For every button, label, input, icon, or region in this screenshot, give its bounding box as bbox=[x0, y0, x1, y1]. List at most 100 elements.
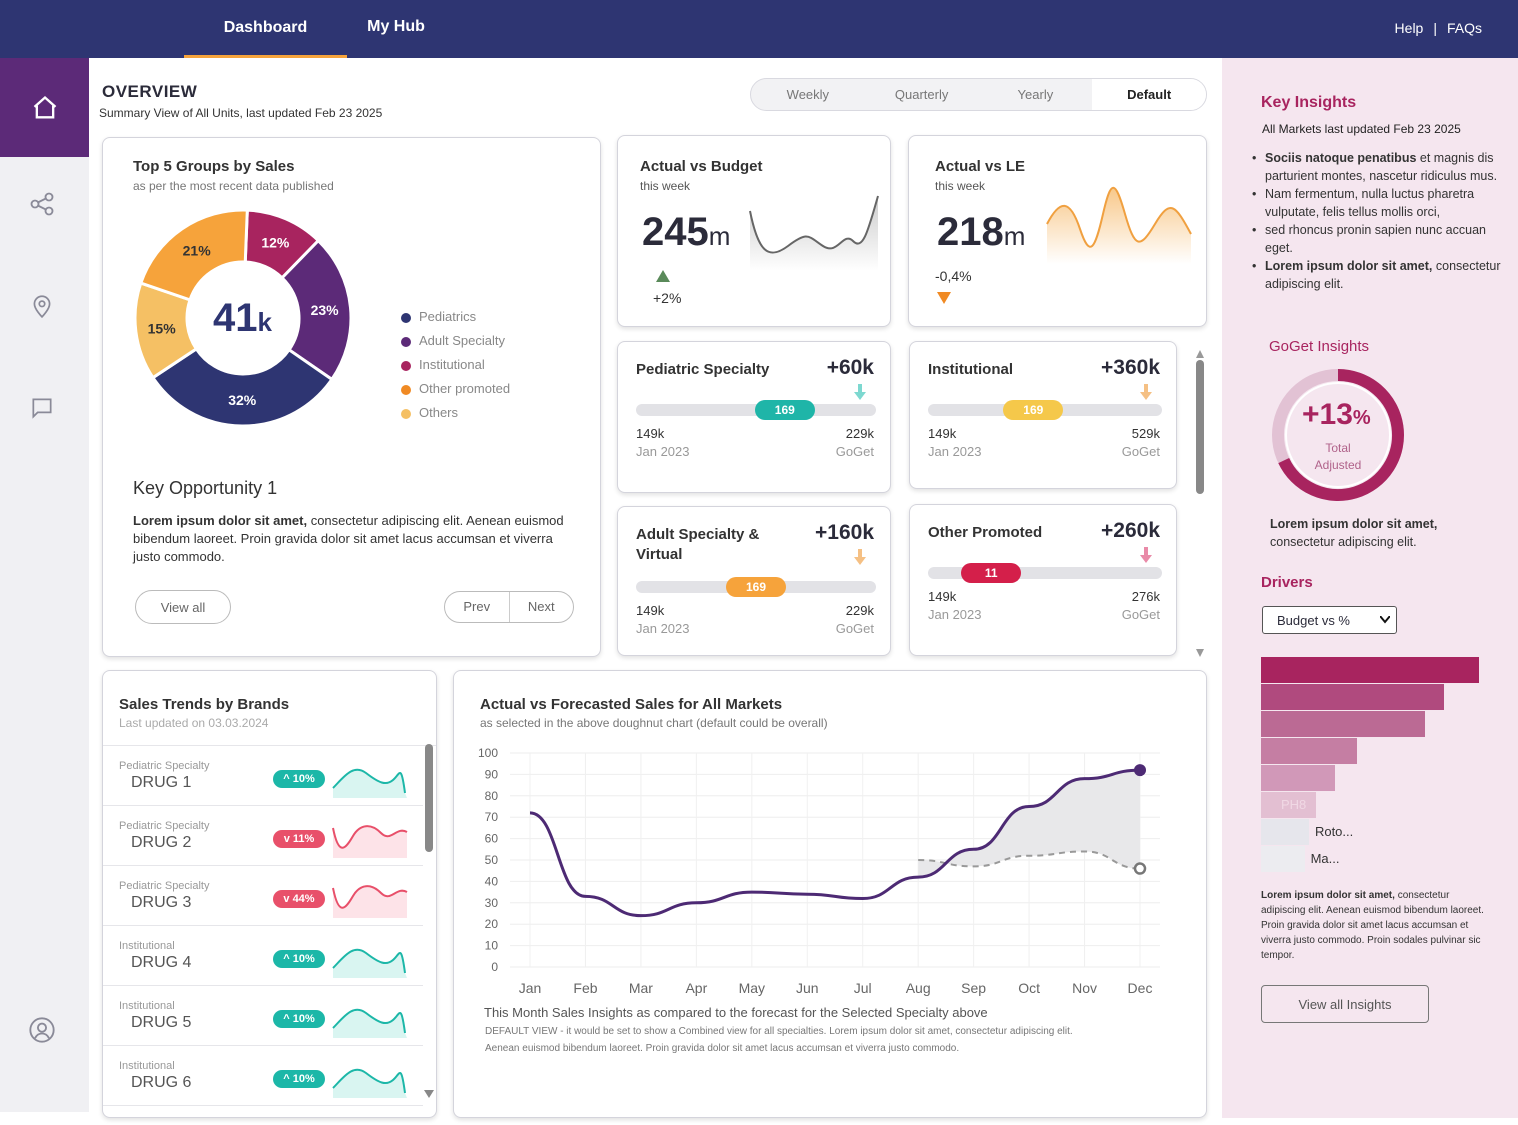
driver-bar[interactable]: Ma... bbox=[1261, 846, 1340, 872]
tab-dashboard[interactable]: Dashboard bbox=[184, 0, 347, 58]
tab-my-hub[interactable]: My Hub bbox=[367, 18, 425, 35]
actual-vs-budget-card[interactable]: Actual vs Budget this week 245m +2% bbox=[617, 135, 891, 327]
nav-messages[interactable] bbox=[26, 392, 58, 424]
donut-slice[interactable] bbox=[150, 346, 334, 428]
x-tick-label: Dec bbox=[1128, 980, 1153, 996]
help-link[interactable]: Help bbox=[1394, 20, 1424, 36]
kpi-max: 229k bbox=[845, 426, 874, 441]
legend-dot bbox=[401, 384, 411, 395]
donut-slice-label: 15% bbox=[148, 320, 177, 336]
brand-row[interactable]: Pediatric Specialty DRUG 1 ^ 10% bbox=[103, 746, 423, 806]
forecast-series-line bbox=[918, 850, 1141, 870]
brand-row[interactable]: Institutional DRUG 6 ^ 10% bbox=[103, 1046, 423, 1106]
brand-row[interactable]: Institutional DRUG 5 ^ 10% bbox=[103, 986, 423, 1046]
y-tick-label: 70 bbox=[485, 810, 499, 824]
donut-slice[interactable] bbox=[279, 238, 353, 382]
goget-title: GoGet Insights bbox=[1269, 338, 1370, 355]
period-selector: Weekly Quarterly Yearly Default bbox=[750, 78, 1207, 111]
brand-sparkline bbox=[332, 825, 408, 858]
driver-bar[interactable]: PH8 bbox=[1261, 792, 1316, 818]
kpi-from: Jan 2023 bbox=[636, 621, 690, 636]
insight-bullet: • Nam fermentum, nulla luctus pharetra vu… bbox=[1252, 187, 1475, 219]
kpi-card-adult[interactable]: Adult Specialty & Virtual +160k 169 149k 229k… bbox=[617, 506, 891, 656]
forecast-insight-text2: Aenean euismod bibendum laoreet. Proin g… bbox=[485, 1043, 960, 1054]
avle-title: Actual vs LE bbox=[935, 158, 1026, 175]
goget-text: Lorem ipsum dolor sit amet, consectetur a… bbox=[1270, 517, 1438, 549]
brands-scrollbar-thumb[interactable] bbox=[425, 744, 433, 852]
kpi-card-other[interactable]: Other Promoted +260k 11 149k 276k Jan 2023 GoG… bbox=[909, 504, 1177, 656]
kpi-delta: +60k bbox=[826, 356, 874, 379]
nav-home[interactable] bbox=[0, 58, 89, 157]
nav-profile[interactable] bbox=[26, 1014, 58, 1046]
goget-ring bbox=[1272, 369, 1404, 501]
kpi-delta: +160k bbox=[815, 521, 874, 544]
forecast-end-point[interactable] bbox=[1133, 862, 1147, 875]
kpi-card-pediatric[interactable]: Pediatric Specialty +60k 169 149k 229k Jan 20… bbox=[617, 341, 891, 493]
avb-value: 245m bbox=[642, 210, 731, 254]
next-button[interactable]: Next bbox=[527, 599, 555, 614]
kpi-delta: +260k bbox=[1101, 519, 1160, 542]
period-yearly[interactable]: Yearly bbox=[1017, 87, 1054, 102]
view-all-insights-button[interactable]: View all Insights bbox=[1261, 985, 1429, 1023]
forecast-line-chart[interactable]: 0 10 20 30 40 50 60 70 80 90 100 Jan Feb Mar Apr May Jun… bbox=[464, 741, 1194, 1001]
scroll-down-arrow[interactable] bbox=[1196, 644, 1204, 657]
brand-drug: DRUG 2 bbox=[131, 834, 192, 851]
driver-bar[interactable] bbox=[1261, 657, 1479, 683]
y-tick-label: 0 bbox=[491, 960, 498, 974]
x-tick-label: May bbox=[739, 980, 765, 996]
driver-bar[interactable] bbox=[1261, 738, 1357, 764]
faqs-link[interactable]: FAQs bbox=[1446, 20, 1482, 36]
kpi-progress-badge[interactable]: 169 bbox=[1003, 400, 1064, 420]
kpi-max: 276k bbox=[1131, 589, 1160, 604]
brand-row[interactable]: Pediatric Specialty DRUG 3 v 44% bbox=[103, 866, 423, 926]
driver-bar[interactable] bbox=[1261, 684, 1445, 710]
pager: Prev Next bbox=[444, 591, 574, 623]
period-weekly[interactable]: Weekly bbox=[786, 87, 830, 102]
prev-button[interactable]: Prev bbox=[445, 592, 510, 622]
driver-bar-label: Roto... bbox=[1314, 824, 1354, 839]
donut-chart[interactable]: 12% 23% 32% 15% 21% bbox=[133, 208, 353, 428]
x-tick-label: Nov bbox=[1072, 980, 1097, 996]
view-all-button[interactable]: View all bbox=[135, 590, 231, 624]
kpi-from: Jan 2023 bbox=[928, 607, 982, 622]
kpi-to: GoGet bbox=[835, 444, 874, 459]
avb-title: Actual vs Budget bbox=[640, 158, 763, 175]
nav-location[interactable] bbox=[26, 290, 58, 322]
brand-row[interactable]: Pediatric Specialty DRUG 2 v 11% bbox=[103, 806, 423, 866]
legend-label: Pediatrics bbox=[419, 309, 477, 324]
legend-label: Institutional bbox=[419, 357, 485, 372]
kpi-min: 149k bbox=[636, 603, 665, 618]
brand-change-badge: ^ 10% bbox=[273, 1070, 325, 1088]
nav-share[interactable] bbox=[26, 188, 58, 220]
scroll-up-arrow[interactable] bbox=[1196, 345, 1204, 358]
kpi-to: GoGet bbox=[1121, 607, 1160, 622]
drivers-select[interactable]: Budget vs % bbox=[1262, 606, 1397, 634]
kpi-progress-badge[interactable]: 169 bbox=[726, 577, 786, 597]
brand-drug: DRUG 3 bbox=[131, 894, 192, 911]
period-default[interactable]: Default bbox=[1092, 79, 1206, 110]
driver-bar[interactable] bbox=[1261, 765, 1336, 791]
y-tick-label: 100 bbox=[478, 746, 498, 760]
kpi-progress-badge[interactable]: 11 bbox=[961, 563, 1022, 583]
kpi-card-institutional[interactable]: Institutional +360k 169 149k 529k Jan 2023 GoG… bbox=[909, 341, 1177, 489]
brand-specialty: Institutional bbox=[119, 940, 175, 952]
legend-item[interactable]: Other promoted bbox=[401, 377, 510, 401]
driver-bar[interactable] bbox=[1261, 711, 1425, 737]
key-insights-title: Key Insights bbox=[1261, 94, 1357, 111]
kpi-scrollbar-thumb[interactable] bbox=[1196, 360, 1204, 494]
actual-end-point[interactable] bbox=[1134, 764, 1146, 777]
donut-slice[interactable] bbox=[138, 208, 249, 302]
driver-bar[interactable]: Roto... bbox=[1261, 819, 1353, 845]
brand-row[interactable]: Institutional DRUG 4 ^ 10% bbox=[103, 926, 423, 986]
legend-item[interactable]: Others bbox=[401, 401, 510, 425]
actual-vs-le-card[interactable]: Actual vs LE this week 218m -0,4% bbox=[908, 135, 1207, 327]
period-quarterly[interactable]: Quarterly bbox=[894, 87, 949, 102]
brands-scroll-down[interactable] bbox=[424, 1085, 434, 1103]
legend-item[interactable]: Adult Specialty bbox=[401, 329, 510, 353]
kpi-progress-badge[interactable]: 169 bbox=[754, 400, 815, 420]
donut-legend: Pediatrics Adult Specialty Institutional Ot… bbox=[401, 305, 510, 425]
forecast-subtitle: as selected in the above doughnut chart … bbox=[480, 716, 828, 730]
legend-item[interactable]: Pediatrics bbox=[401, 305, 510, 329]
legend-item[interactable]: Institutional bbox=[401, 353, 510, 377]
chat-icon bbox=[32, 398, 52, 419]
